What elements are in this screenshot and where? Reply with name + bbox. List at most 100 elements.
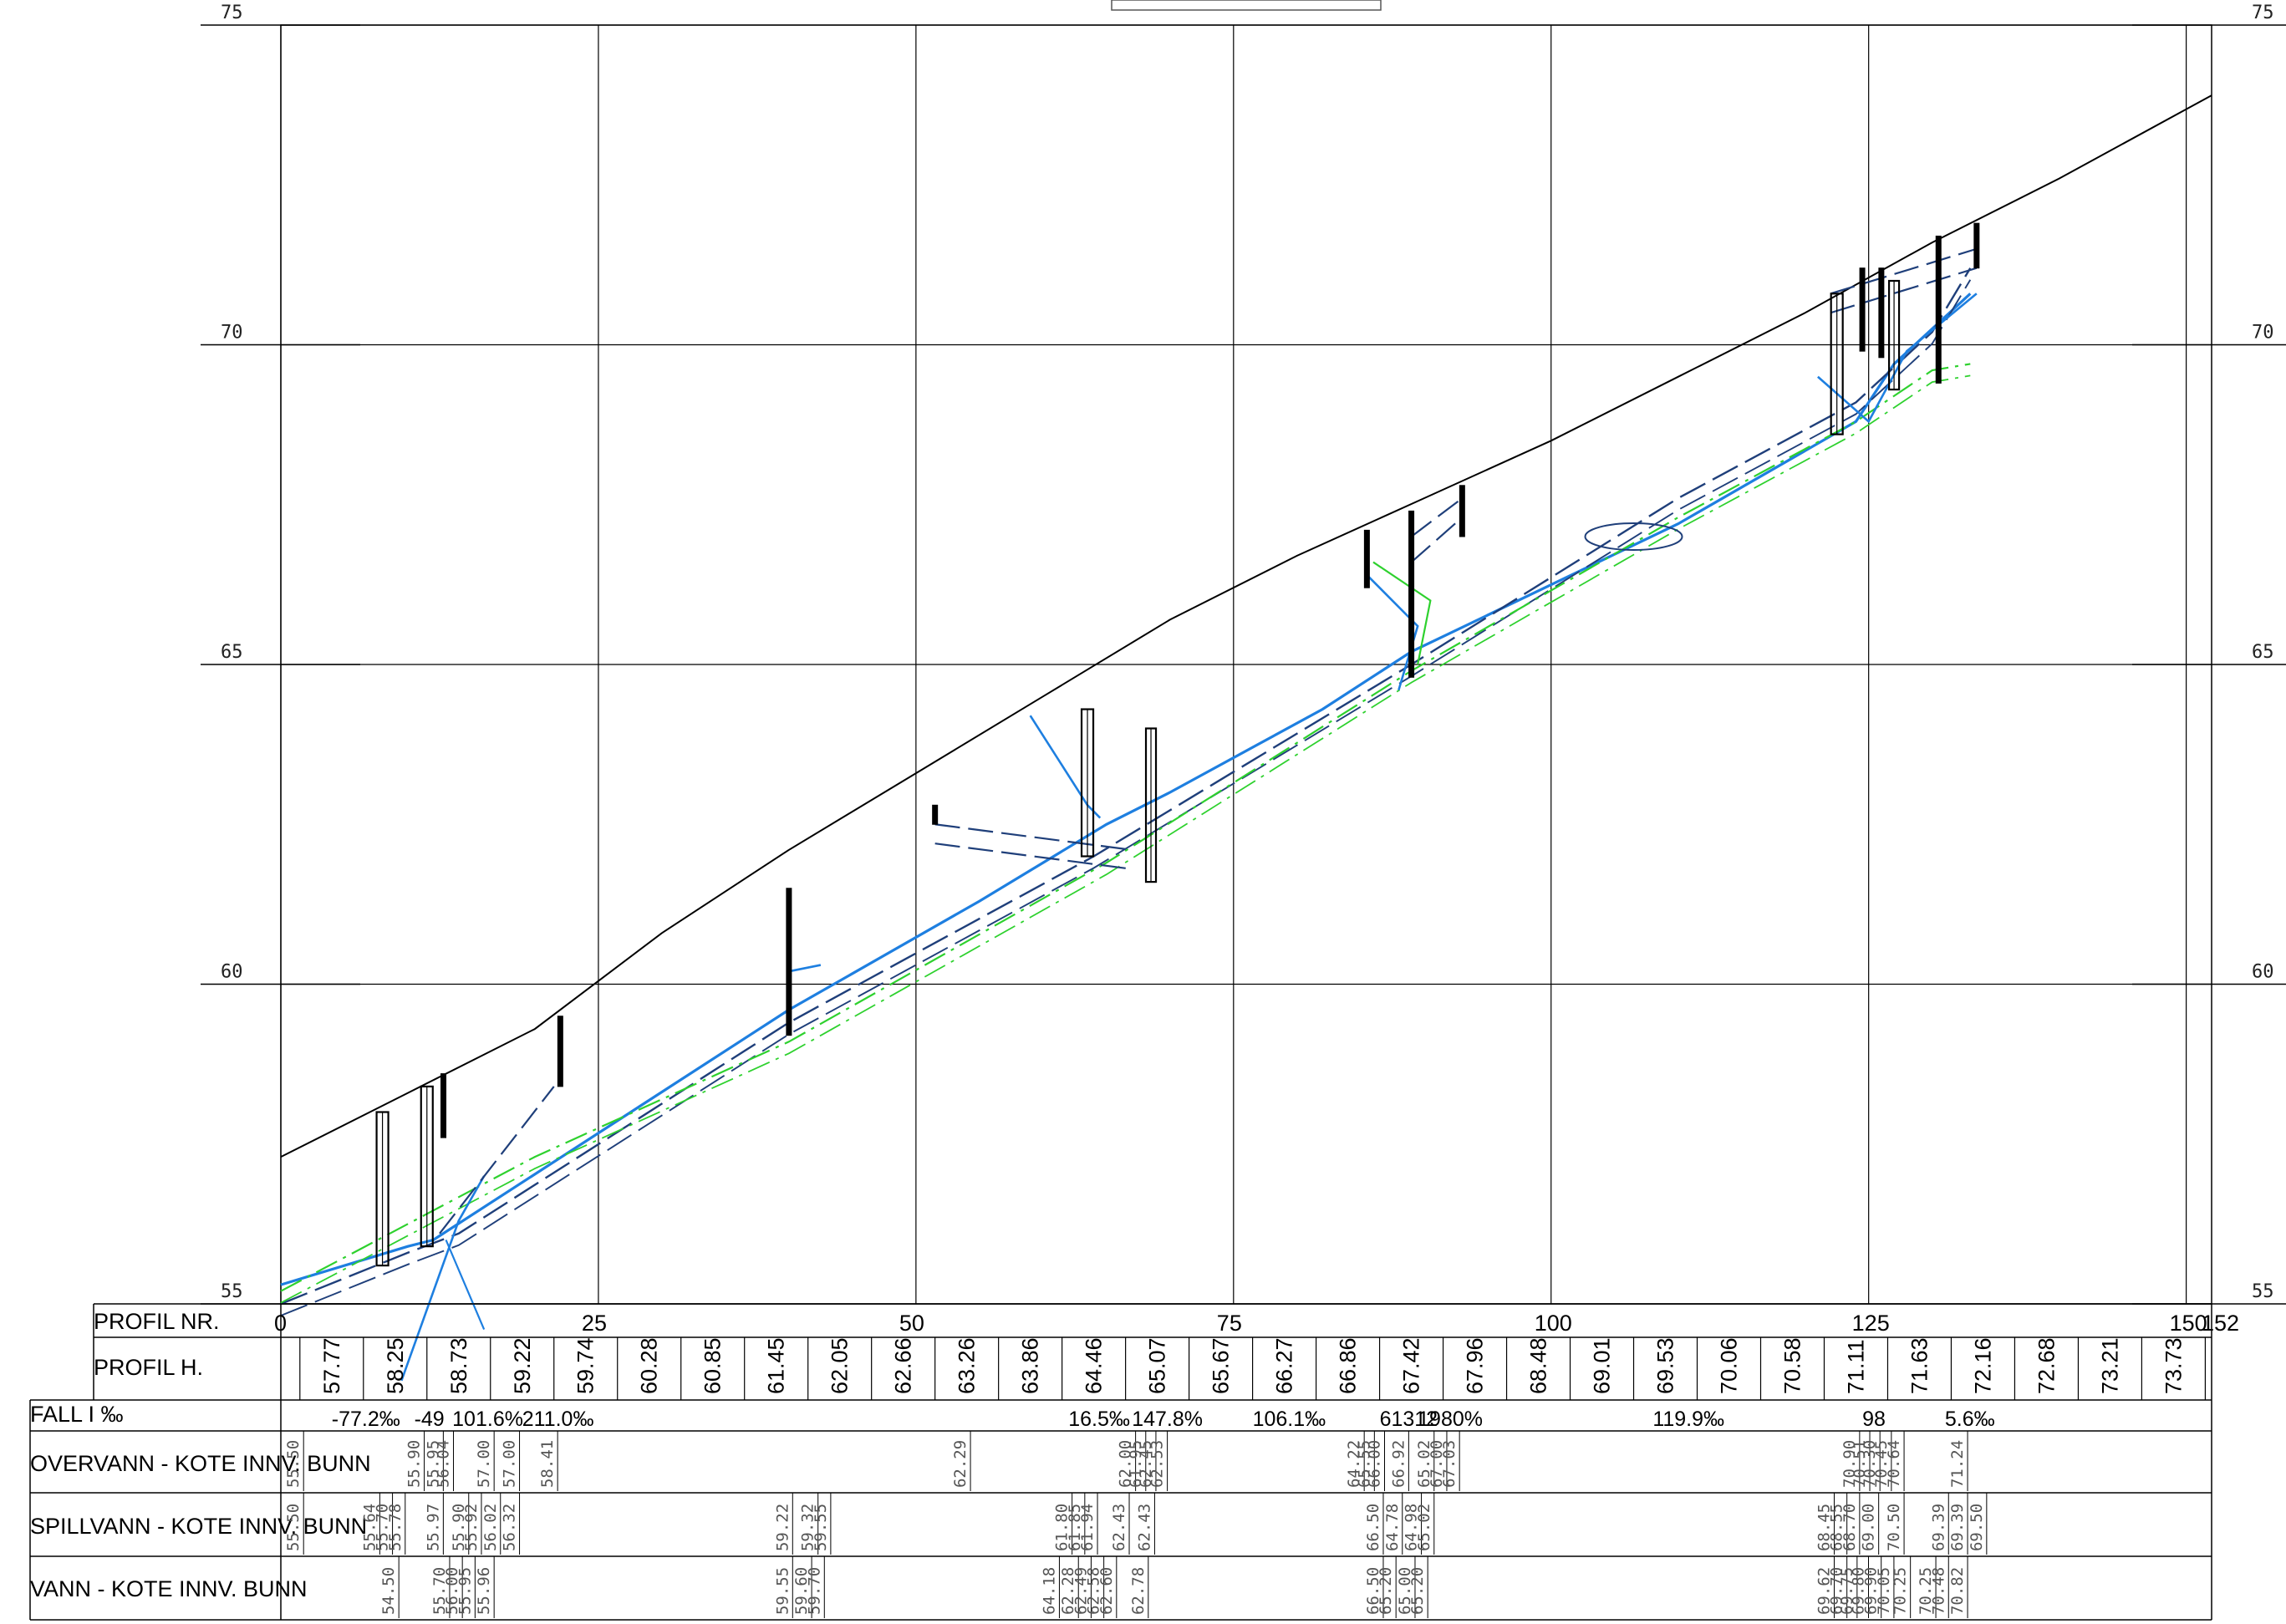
- overvann-branch-line: [1817, 293, 1978, 424]
- manhole-shaft: [932, 804, 939, 825]
- manhole-shaft: [1459, 485, 1465, 537]
- vann-value: 69.70: [1828, 1567, 1846, 1615]
- y-tick-label-left: 60: [221, 962, 243, 983]
- spillvann-branch-line: [1830, 267, 1978, 314]
- spillvann-value: 68.55: [1828, 1504, 1846, 1551]
- fall-value: 211.0‰: [522, 1408, 594, 1431]
- vann-value: 55.95: [456, 1567, 474, 1615]
- spillvann-branch-line: [1410, 517, 1464, 563]
- spillvann-value: 62.43: [1135, 1504, 1153, 1551]
- overvann-value: 65.55: [1355, 1440, 1373, 1488]
- profil-h-value: 64.46: [1082, 1337, 1107, 1394]
- manhole-shaft: [1878, 267, 1885, 359]
- y-tick-label-right: 70: [2252, 323, 2274, 344]
- x-tick-label: 75: [1217, 1311, 1242, 1336]
- overvann-value: 71.24: [1948, 1440, 1967, 1488]
- spillvann-value: 68.70: [1841, 1504, 1859, 1551]
- spillvann-value: 65.02: [1415, 1504, 1433, 1551]
- overvann-value: 55.95: [424, 1440, 442, 1488]
- vann-value: 70.82: [1948, 1567, 1967, 1615]
- x-tick-label: 150: [2170, 1311, 2207, 1336]
- overvann-value: 65.02: [1415, 1440, 1433, 1488]
- spillvann-value: 68.45: [1815, 1504, 1833, 1551]
- overvann-value: 62.53: [1148, 1440, 1167, 1488]
- profil-h-value: 60.85: [700, 1337, 726, 1394]
- profil-h-value: 62.05: [827, 1337, 853, 1394]
- grid: [201, 24, 2286, 1305]
- spillvann-branch-line: [1830, 247, 1978, 295]
- row-label-spillvann: SPILLVANN - KOTE INNV. BUNN: [30, 1514, 367, 1539]
- vann-value: 55.96: [475, 1567, 493, 1615]
- spillvann-pipe-line: [280, 267, 1972, 1306]
- overvann-branch-line: [400, 1175, 486, 1382]
- overvann-value: 57.00: [501, 1440, 519, 1488]
- row-label-overvann: OVERVANN - KOTE INNV. BUNN: [30, 1451, 371, 1476]
- overvann-value: 64.22: [1345, 1440, 1363, 1488]
- profil-h-value: 70.06: [1717, 1337, 1742, 1394]
- spillvann-value: 55.97: [424, 1504, 442, 1551]
- y-tick-label-right: 65: [2252, 642, 2274, 663]
- overvann-value: 67.00: [1428, 1440, 1446, 1488]
- profil-h-value: 68.48: [1526, 1337, 1551, 1394]
- vann-value: 64.18: [1040, 1567, 1058, 1615]
- title-box: [1111, 0, 1382, 11]
- spillvann-value: 69.39: [1929, 1504, 1947, 1551]
- spillvann-value: 61.80: [1053, 1504, 1072, 1551]
- x-tick-label: 100: [1535, 1311, 1572, 1336]
- fall-value: 106.1‰: [1253, 1408, 1326, 1431]
- row-label-fall: FALL I ‰: [30, 1402, 124, 1427]
- profil-h-value: 71.11: [1843, 1339, 1868, 1394]
- manhole-structures: [375, 222, 1980, 1267]
- fall-value: 1980%: [1418, 1408, 1483, 1431]
- spillvann-value: 56.02: [481, 1504, 500, 1551]
- profil-h-value: 67.42: [1399, 1337, 1424, 1394]
- vann-value: 59.60: [792, 1567, 811, 1615]
- row-label-profil-h: PROFIL H.: [94, 1355, 203, 1380]
- y-tick-label-left: 65: [221, 642, 243, 663]
- spillvann-value: 69.39: [1948, 1504, 1967, 1551]
- overvann-value: 56.04: [435, 1440, 453, 1488]
- profil-h-value: 66.27: [1272, 1337, 1297, 1394]
- manhole-shaft: [1408, 510, 1415, 678]
- spillvann-value: 59.22: [773, 1504, 792, 1551]
- vann-value: 59.55: [773, 1567, 792, 1615]
- fall-value: -49: [415, 1408, 445, 1431]
- spillvann-value: 55.90: [450, 1504, 468, 1551]
- spillvann-value: 61.94: [1078, 1504, 1097, 1551]
- overvann-branch-line: [1366, 573, 1419, 690]
- fall-value: 98: [1862, 1408, 1886, 1431]
- spillvann-value: 55.64: [360, 1504, 379, 1551]
- spillvann-value: 70.50: [1885, 1504, 1903, 1551]
- row-label-profil-nr: PROFIL NR.: [94, 1309, 220, 1334]
- fall-value: 61312: [1380, 1408, 1438, 1431]
- profil-h-value: 67.96: [1463, 1337, 1488, 1394]
- overvann-branch-line: [788, 964, 822, 973]
- overvann-value: 61.95: [1127, 1440, 1145, 1488]
- overvann-value: 70.45: [1872, 1440, 1891, 1488]
- vann-value: 62.49: [1072, 1567, 1090, 1615]
- y-tick-label-left: 75: [221, 3, 243, 23]
- vann-pipe-line-offset: [280, 374, 1971, 1304]
- spillvann-value: 64.78: [1383, 1504, 1402, 1551]
- overvann-value: 66.00: [1365, 1440, 1383, 1488]
- spillvann-value: 55.70: [374, 1504, 392, 1551]
- vann-value: 62.60: [1097, 1567, 1116, 1615]
- vann-value: 62.78: [1129, 1567, 1148, 1615]
- profil-h-value: 73.21: [2097, 1337, 2122, 1394]
- y-axis-ticks: 55 55 60 60 65 65 70 70 75 75: [221, 3, 2274, 1302]
- vann-value: 69.75: [1838, 1567, 1856, 1615]
- overvann-value: 70.30: [1861, 1440, 1879, 1488]
- profil-h-value: 66.86: [1336, 1337, 1361, 1394]
- vann-value: 66.50: [1364, 1567, 1382, 1615]
- profil-h-value: 57.77: [319, 1337, 344, 1394]
- overvann-value: 57.00: [475, 1440, 493, 1488]
- vann-value: 65.00: [1396, 1567, 1414, 1615]
- y-tick-label-left: 70: [221, 323, 243, 344]
- vann-value: 65.20: [1377, 1567, 1395, 1615]
- overvann-value: 62.00: [1117, 1440, 1135, 1488]
- x-tick-label: 25: [582, 1311, 607, 1336]
- overvann-value: 62.29: [951, 1440, 970, 1488]
- profil-h-value: 61.45: [764, 1337, 789, 1394]
- spillvann-branch-line: [1410, 497, 1464, 537]
- spillvann-value: 55.50: [284, 1504, 303, 1551]
